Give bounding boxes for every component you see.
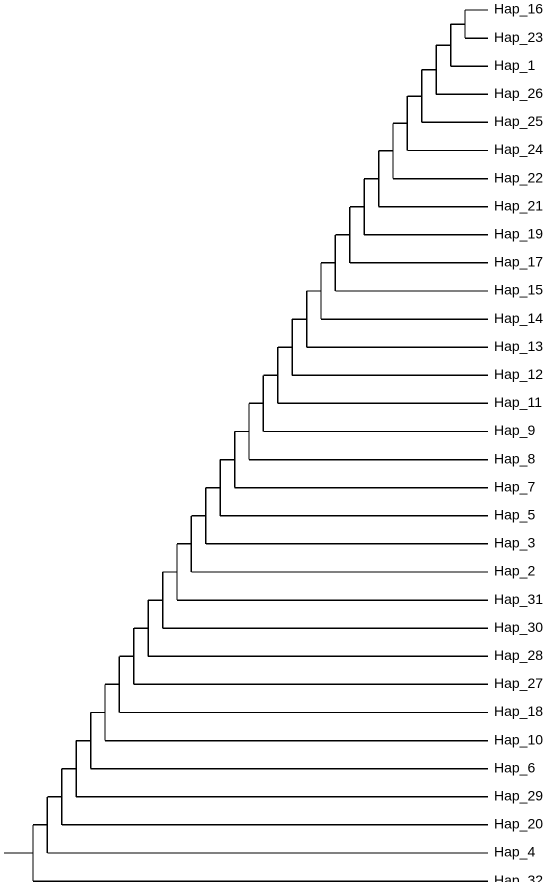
leaf-label-hap-31: Hap_31 [494, 591, 543, 607]
leaf-label-hap-3: Hap_3 [494, 535, 535, 551]
leaf-label-hap-19: Hap_19 [494, 226, 543, 242]
leaf-label-hap-29: Hap_29 [494, 788, 543, 804]
leaf-label-hap-6: Hap_6 [494, 759, 535, 775]
leaf-label-hap-28: Hap_28 [494, 647, 543, 663]
leaf-label-hap-7: Hap_7 [494, 478, 535, 494]
leaf-label-hap-23: Hap_23 [494, 29, 543, 45]
leaf-label-hap-18: Hap_18 [494, 703, 543, 719]
leaf-label-hap-32: Hap_32 [494, 872, 543, 882]
leaf-label-hap-10: Hap_10 [494, 731, 543, 747]
leaf-label-hap-30: Hap_30 [494, 619, 543, 635]
leaf-label-hap-27: Hap_27 [494, 675, 543, 691]
leaf-label-hap-21: Hap_21 [494, 197, 543, 213]
leaf-label-hap-11: Hap_11 [494, 394, 542, 410]
leaf-label-hap-12: Hap_12 [494, 366, 543, 382]
leaf-label-hap-24: Hap_24 [494, 141, 543, 157]
leaf-label-hap-16: Hap_16 [494, 1, 543, 17]
leaf-label-hap-22: Hap_22 [494, 169, 543, 185]
leaf-label-hap-15: Hap_15 [494, 282, 543, 298]
leaf-label-hap-17: Hap_17 [494, 254, 543, 270]
leaf-label-hap-14: Hap_14 [494, 310, 543, 326]
leaf-label-hap-20: Hap_20 [494, 816, 543, 832]
leaf-label-hap-1: Hap_1 [494, 57, 535, 73]
leaf-label-hap-5: Hap_5 [494, 507, 535, 523]
leaf-label-hap-9: Hap_9 [494, 422, 535, 438]
leaf-label-hap-25: Hap_25 [494, 113, 543, 129]
leaf-label-hap-13: Hap_13 [494, 338, 543, 354]
leaf-label-hap-4: Hap_4 [494, 844, 535, 860]
leaf-label-hap-8: Hap_8 [494, 450, 535, 466]
leaf-label-hap-26: Hap_26 [494, 85, 543, 101]
leaf-label-hap-2: Hap_2 [494, 563, 535, 579]
